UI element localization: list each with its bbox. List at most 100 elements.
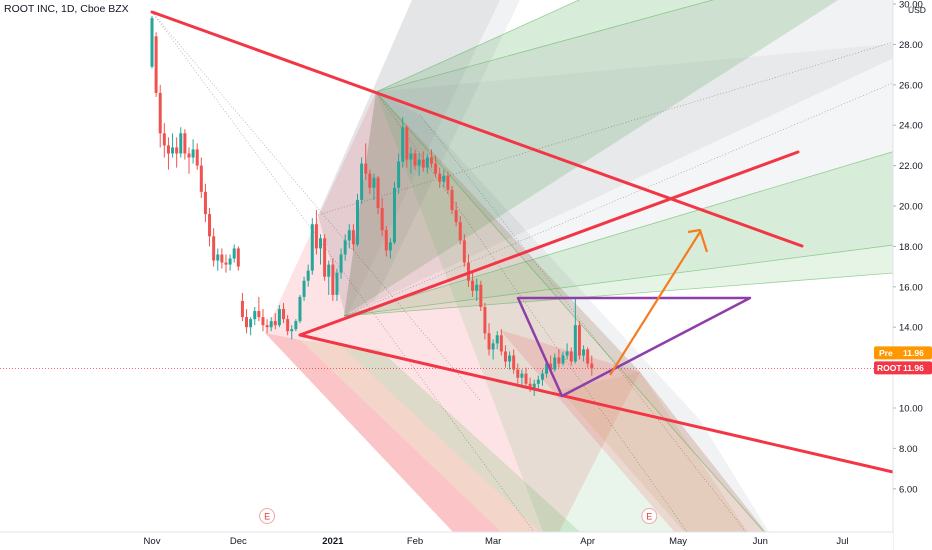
candle-body	[310, 224, 314, 271]
trend-lines	[150, 10, 932, 483]
candle	[392, 181, 396, 245]
candle-body	[553, 357, 557, 370]
candle	[331, 258, 335, 301]
candle	[302, 276, 306, 301]
candle-body	[442, 175, 446, 182]
candle-body	[368, 173, 372, 188]
candle-body	[565, 351, 569, 356]
candle-body	[269, 321, 273, 328]
candle-body	[240, 300, 244, 318]
candle-body	[187, 153, 191, 158]
candle-body	[245, 317, 249, 328]
candle-body	[364, 163, 368, 174]
y-tick-label: 20.00	[899, 202, 923, 213]
candle-body	[384, 230, 388, 251]
candle	[388, 238, 392, 259]
candle	[257, 296, 261, 322]
candle-body	[425, 157, 429, 168]
candle	[462, 234, 466, 267]
triangle-pattern	[516, 296, 752, 398]
y-tick-label: 14.00	[899, 323, 923, 334]
candle-body	[388, 242, 392, 251]
candle-body	[528, 383, 532, 388]
red-fork-band	[500, 330, 780, 550]
candle	[265, 319, 269, 334]
grey-channel-band	[318, 0, 500, 318]
candle	[536, 375, 540, 390]
candle	[401, 117, 405, 168]
y-tick-label: 6.00	[899, 484, 918, 495]
candle-body	[380, 208, 384, 231]
green-fork-band	[344, 0, 932, 316]
candle	[384, 226, 388, 257]
candle	[232, 244, 236, 263]
candle	[253, 307, 257, 326]
price-axis-bg	[893, 0, 932, 550]
candle	[347, 224, 351, 249]
candle	[475, 278, 479, 301]
x-tick-label: Mar	[485, 536, 501, 547]
candle	[171, 133, 175, 158]
candle	[179, 127, 183, 158]
candle-body	[208, 214, 212, 237]
candle-body	[253, 311, 257, 320]
candle	[249, 317, 253, 336]
candle-body	[421, 159, 425, 168]
candle	[434, 155, 438, 178]
candle-body	[405, 127, 409, 160]
candle-body	[454, 210, 458, 223]
candle	[573, 298, 577, 364]
candle	[512, 349, 516, 374]
candle-body	[216, 254, 220, 261]
candle	[557, 349, 561, 368]
y-tick-label: 28.00	[899, 40, 923, 51]
channel-line	[375, 0, 715, 93]
candle-body	[183, 133, 187, 154]
y-tick-label: 24.00	[899, 121, 923, 132]
dotted-line	[151, 11, 481, 401]
candle-body	[224, 262, 228, 265]
candle	[191, 139, 195, 164]
candle-body	[586, 349, 590, 364]
candle-body	[450, 189, 454, 211]
y-unit-label: USD	[908, 5, 926, 15]
pre-badge-value: 11.96	[903, 348, 924, 358]
candle-body	[508, 355, 512, 362]
candle	[425, 153, 429, 174]
candle	[162, 123, 166, 158]
candle-body	[590, 363, 594, 369]
candle-body	[475, 284, 479, 291]
candle	[310, 218, 314, 275]
candle	[356, 193, 359, 247]
channel-line	[375, 0, 580, 93]
candle	[224, 254, 228, 273]
candle-body	[228, 258, 232, 265]
candle-body	[495, 335, 499, 344]
candle-body	[290, 329, 294, 332]
candle	[397, 153, 401, 194]
price-axis: 30.00 28.00 26.00 24.00 22.00 20.00 18.00 16.00…	[892, 0, 932, 550]
candle-body	[265, 325, 269, 328]
red-fork-band	[265, 333, 520, 550]
candle-body	[429, 157, 433, 164]
candle-body	[462, 240, 466, 263]
candle	[417, 153, 421, 176]
candle	[339, 248, 343, 279]
candle	[364, 143, 368, 180]
candle-body	[220, 254, 224, 263]
projection-arrow	[609, 228, 709, 376]
candle-body	[392, 187, 396, 243]
trend-line	[150, 10, 804, 248]
candle-body	[561, 355, 565, 364]
x-tick-label: Jul	[836, 536, 848, 547]
candle-body	[335, 272, 339, 295]
candle-body	[286, 319, 290, 332]
candle	[524, 367, 528, 388]
candle-body	[162, 133, 166, 146]
candle	[495, 331, 499, 350]
candle	[314, 210, 318, 255]
candle	[269, 317, 273, 332]
candle	[380, 197, 384, 237]
